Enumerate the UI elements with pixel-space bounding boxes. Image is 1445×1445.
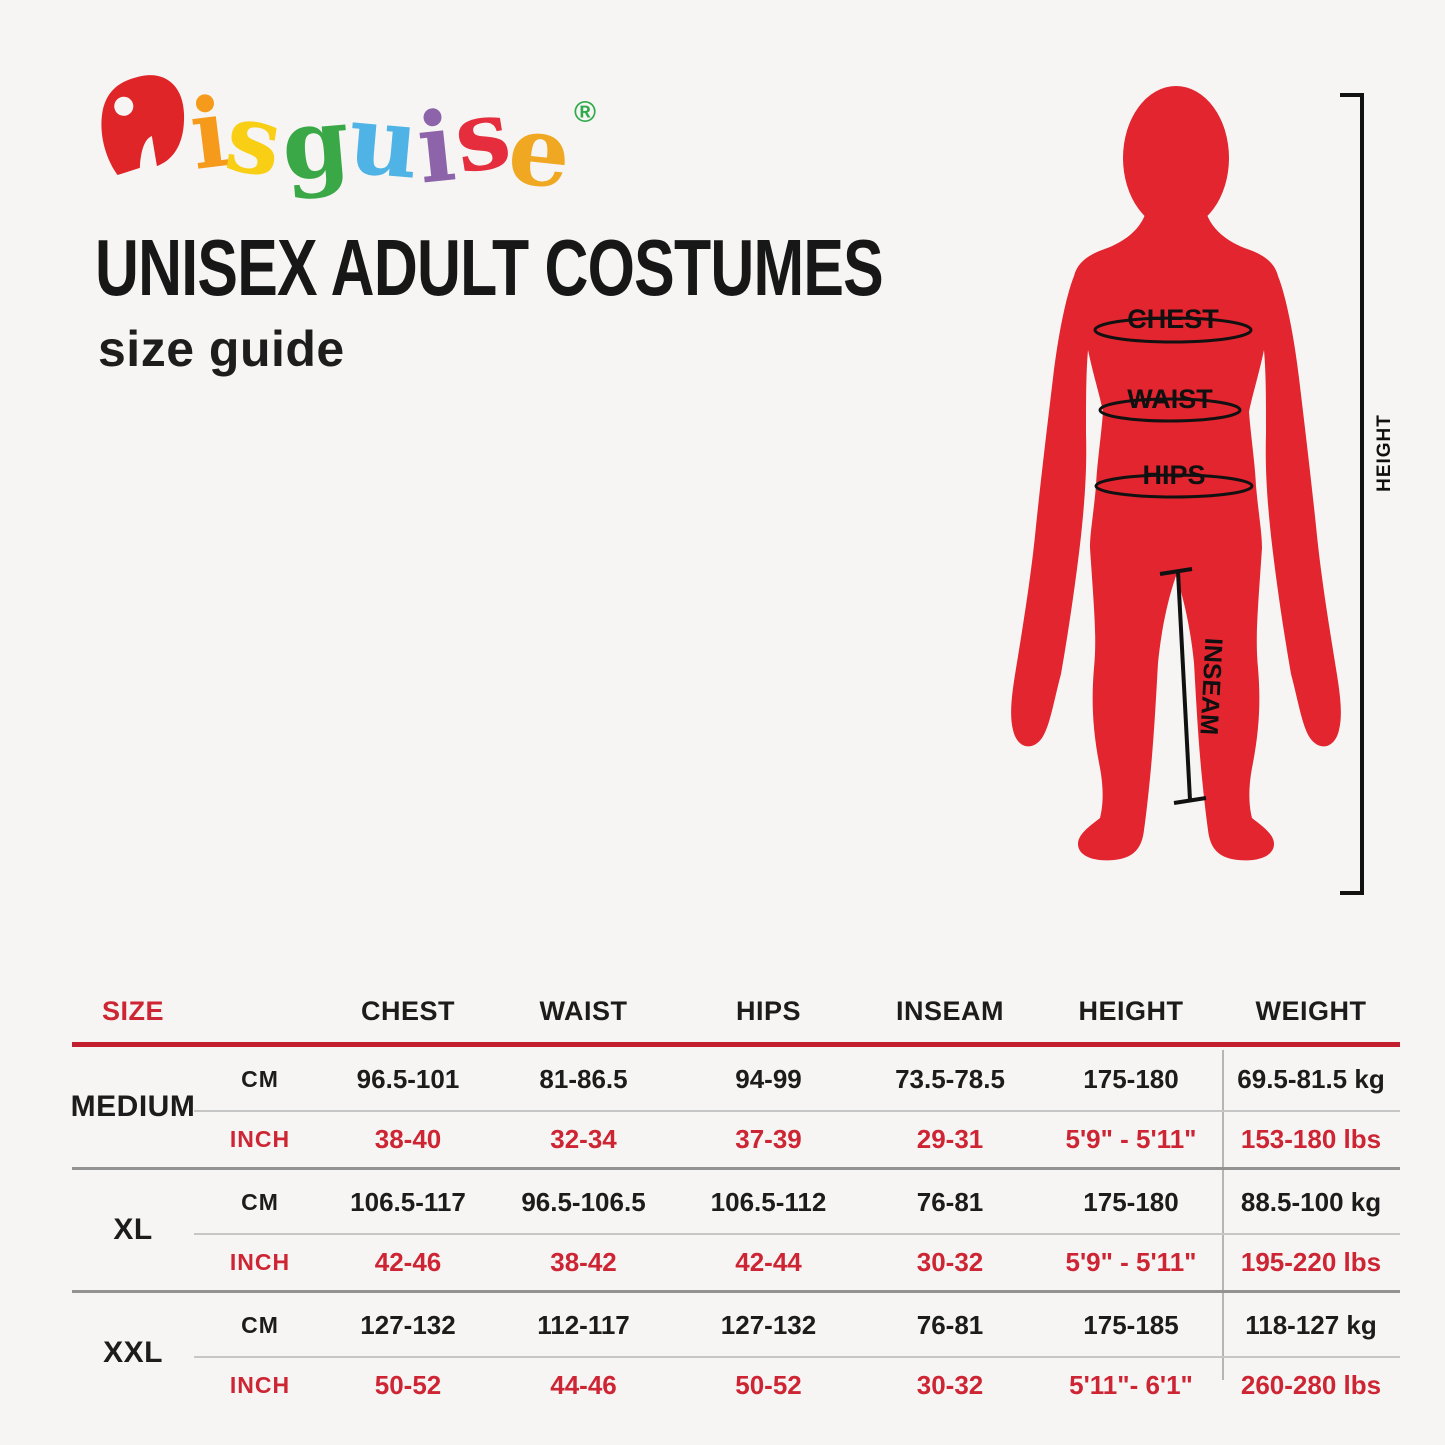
chest-inch: 42-46 [374,1246,442,1277]
inseam-inch: 30-32 [916,1246,984,1277]
size-name: MEDIUM [70,1090,196,1123]
logo-letter: g [276,84,354,203]
inseam-cm: 73.5-78.5 [895,1063,1005,1094]
waist-inch: 38-42 [550,1246,617,1277]
hips-cm: 106.5-112 [710,1186,827,1217]
height-cm: 175-180 [1083,1063,1179,1094]
hips-cm: 127-132 [720,1309,817,1340]
col-header-hips: HIPS [735,995,802,1026]
body-silhouette-illustration: CHEST WAIST HIPS INSEAM HEIGHT [1011,86,1395,895]
logo-letter: u [343,82,424,201]
chest-inch: 50-52 [374,1369,442,1400]
size-group-medium: MEDIUM CM 96.5-101 81-86.5 94-99 73.5-78… [70,1047,1400,1170]
waist-cm: 96.5-106.5 [521,1186,646,1217]
unit-label: INCH [229,1125,291,1152]
measurement-figure: CHEST WAIST HIPS INSEAM HEIGHT [990,78,1445,910]
waist-inch: 44-46 [550,1369,617,1400]
weight-inch: 153-180 lbs [1240,1123,1382,1154]
table-header-row: SIZE CHEST WAIST HIPS INSEAM HEIGHT WEIG… [72,980,1400,1047]
hips-inch: 50-52 [735,1369,802,1400]
size-name: XL [113,1213,153,1246]
unit-label: CM [241,1311,279,1338]
inseam-label: INSEAM [1194,637,1227,736]
page-title: UNISEX ADULT COSTUMES [95,223,884,312]
weight-cm: 69.5-81.5 kg [1237,1063,1385,1094]
col-header-size: SIZE [101,995,164,1026]
height-inch: 5'9" - 5'11" [1065,1123,1197,1154]
unit-label: INCH [229,1371,291,1398]
height-inch: 5'9" - 5'11" [1065,1246,1197,1277]
logo-letter: e [503,92,576,211]
weight-cm: 88.5-100 kg [1240,1186,1382,1217]
chest-measure-ellipse [1093,316,1253,344]
col-header-height: HEIGHT [1078,995,1184,1026]
height-label: HEIGHT [1374,414,1395,492]
unit-label: CM [241,1065,279,1092]
chest-inch: 38-40 [374,1123,442,1154]
inseam-cm: 76-81 [916,1309,984,1340]
inseam-measure-line [1159,567,1207,805]
weight-inch: 260-280 lbs [1240,1369,1382,1400]
hips-inch: 42-44 [735,1246,802,1277]
waist-measure-ellipse [1098,397,1242,423]
size-group-xl: XL CM 106.5-117 96.5-106.5 106.5-112 76-… [72,1170,1400,1293]
chest-label: CHEST [1127,304,1219,334]
height-cm: 175-185 [1083,1309,1179,1340]
height-inch: 5'11"- 6'1" [1069,1369,1193,1400]
size-name: XXL [103,1336,163,1369]
size-group-xxl: XXL CM 127-132 112-117 127-132 76-81 175… [72,1293,1400,1413]
hips-label: HIPS [1142,460,1205,490]
weight-inch: 195-220 lbs [1240,1246,1382,1277]
inseam-cm: 76-81 [916,1186,984,1217]
col-header-weight: WEIGHT [1255,995,1367,1026]
height-cm: 175-180 [1083,1186,1179,1217]
unit-label: CM [241,1188,279,1215]
weight-column-divider [1222,1050,1224,1380]
registered-trademark-icon: ® [574,96,597,129]
logo-letter-d-mask-icon [101,75,184,176]
waist-inch: 32-34 [550,1123,617,1154]
size-table: SIZE CHEST WAIST HIPS INSEAM HEIGHT WEIG… [70,980,1400,1413]
unit-label: INCH [229,1248,291,1275]
chest-cm: 106.5-117 [350,1186,466,1217]
height-bracket-line [1340,93,1364,895]
col-header-inseam: INSEAM [895,995,1004,1026]
inseam-inch: 29-31 [916,1123,984,1154]
waist-cm: 81-86.5 [539,1063,628,1094]
hips-inch: 37-39 [735,1123,802,1154]
hips-measure-ellipse [1094,473,1254,499]
weight-cm: 118-127 kg [1245,1309,1377,1340]
chest-cm: 127-132 [360,1309,456,1340]
waist-cm: 112-117 [537,1309,630,1340]
col-header-waist: WAIST [539,995,628,1026]
disguise-logo: i s g u i s e ® [95,70,597,211]
waist-label: WAIST [1127,384,1213,414]
inseam-inch: 30-32 [916,1369,984,1400]
hips-cm: 94-99 [735,1063,802,1094]
chest-cm: 96.5-101 [356,1063,460,1094]
col-header-chest: CHEST [360,995,455,1026]
page-subtitle: size guide [98,321,345,377]
